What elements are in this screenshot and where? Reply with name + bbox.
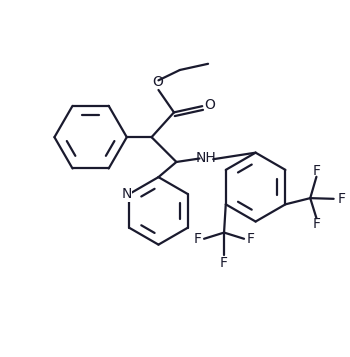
Text: N: N	[121, 187, 132, 201]
Text: F: F	[247, 232, 255, 246]
Text: O: O	[204, 99, 215, 112]
Text: F: F	[220, 256, 228, 270]
Text: F: F	[313, 217, 321, 231]
Text: F: F	[313, 164, 321, 177]
Text: F: F	[193, 232, 201, 246]
Text: F: F	[337, 192, 345, 206]
Text: O: O	[152, 75, 163, 89]
Text: NH: NH	[195, 151, 216, 165]
